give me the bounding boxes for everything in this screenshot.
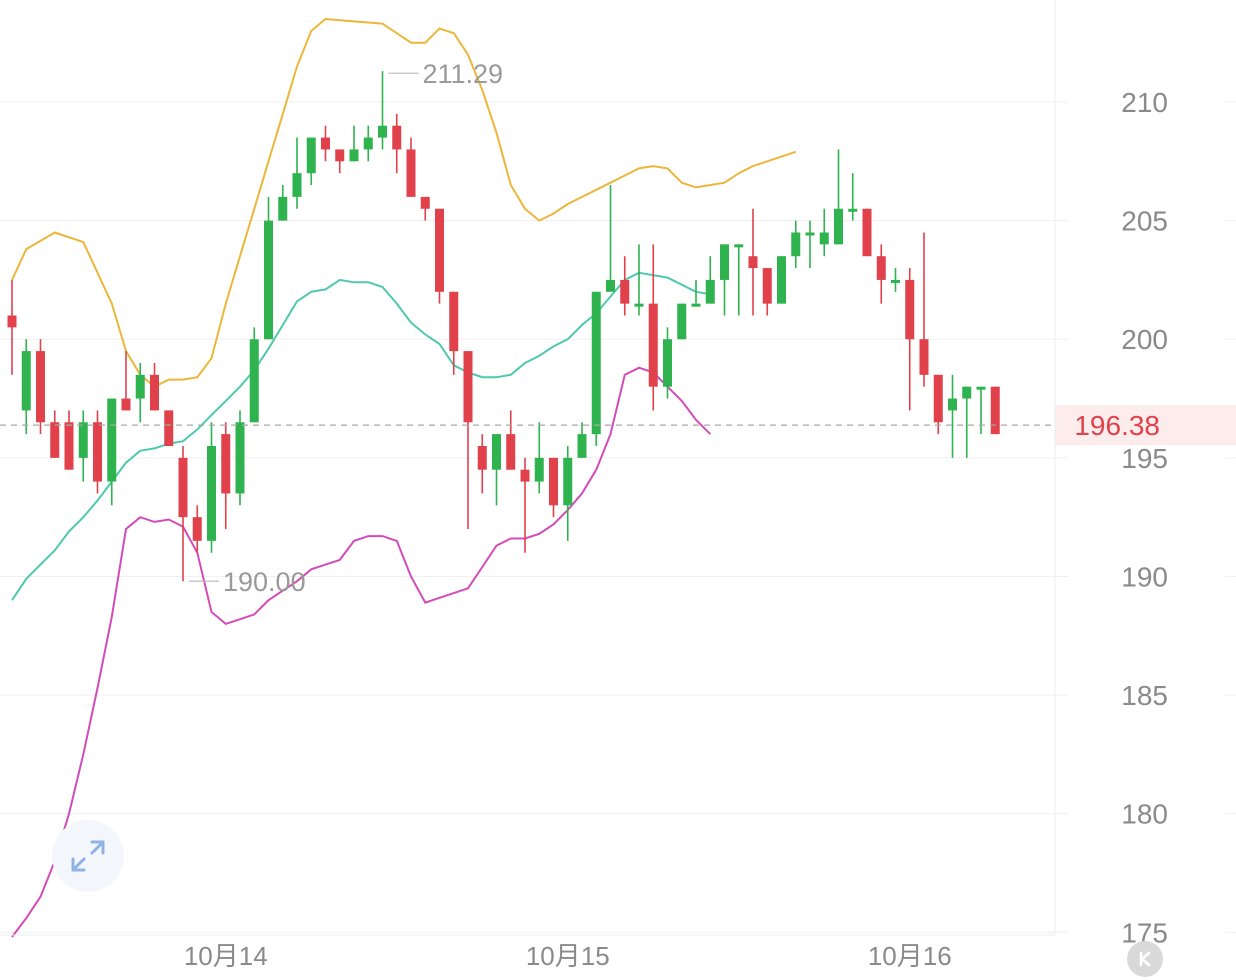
candle-body (634, 303, 644, 307)
candle-body (819, 232, 829, 245)
candle-body (78, 422, 88, 458)
candle-body (549, 457, 558, 506)
candle-body (50, 422, 60, 458)
candle-body (192, 517, 202, 541)
high-price-label: 211.29 (423, 59, 504, 89)
candle-body (235, 422, 245, 494)
candle-body (891, 279, 900, 283)
candle-body (577, 434, 587, 458)
candle-body (207, 445, 216, 541)
candle-body (677, 303, 687, 340)
k-line-toggle-button[interactable] (1127, 941, 1163, 977)
y-tick-label: 190 (1121, 561, 1168, 592)
series-line-upper (11, 17, 797, 388)
candle-body (36, 351, 45, 423)
candle-body (306, 137, 316, 174)
candle-body (406, 149, 416, 197)
candle-body (933, 374, 943, 423)
candle-body (335, 149, 345, 162)
series-line-lower (11, 366, 712, 938)
candle-body (962, 386, 972, 399)
candle-body (349, 149, 359, 162)
candle-body (506, 434, 516, 470)
candle-body (492, 434, 501, 470)
x-tick-label: 10月16 (868, 941, 952, 971)
candle-body (164, 410, 174, 446)
expand-icon (71, 840, 105, 872)
y-tick-label: 200 (1121, 324, 1168, 355)
candle-body (435, 208, 444, 292)
candle-body (777, 256, 786, 304)
candle-body (392, 125, 402, 150)
candle-body (321, 137, 330, 150)
candle-body (21, 351, 31, 411)
candle-body (948, 398, 957, 411)
low-price-label: 190.00 (223, 567, 306, 597)
last-price-label: 196.38 (1074, 410, 1160, 441)
last-price-tag (1055, 405, 1236, 446)
x-tick-label: 10月15 (526, 941, 610, 971)
overlays: 211.29 190.00 196.38 (0, 59, 1236, 597)
candle-body (762, 268, 772, 304)
candle-body (862, 208, 872, 257)
candle-body (848, 208, 858, 212)
bollinger-bands (11, 17, 797, 938)
candle-body (976, 386, 986, 390)
candle-body (178, 457, 188, 518)
grid-lines (0, 101, 1236, 933)
candle-body (791, 232, 801, 257)
candle-body (990, 386, 1000, 435)
candle-body (278, 196, 288, 221)
candle-body (691, 303, 701, 307)
candle-body (520, 469, 530, 482)
candle-body (221, 434, 231, 494)
candle-body (734, 244, 744, 248)
expand-button[interactable] (52, 820, 124, 892)
k-icon (1139, 951, 1151, 967)
candle-body (663, 339, 672, 387)
candle-body (150, 374, 159, 411)
candle-body (363, 137, 373, 150)
candle-body (534, 457, 544, 482)
candle-body (64, 422, 74, 470)
candle-body (563, 457, 573, 506)
candle-body (720, 244, 729, 280)
candle-body (449, 291, 459, 352)
candle-body (648, 303, 658, 387)
y-tick-label: 185 (1121, 680, 1168, 711)
candle-body (834, 208, 843, 245)
candle-body (606, 279, 615, 292)
candle-body (121, 398, 131, 411)
x-tick-label: 10月14 (184, 941, 268, 971)
candle-body (107, 398, 117, 482)
candles (7, 71, 1000, 582)
candle-body (93, 422, 102, 482)
candle-body (591, 291, 601, 435)
candle-body (876, 256, 886, 280)
candle-body (905, 279, 915, 340)
candle-body (919, 339, 929, 375)
candle-body (249, 339, 259, 423)
candle-body (477, 445, 487, 470)
candle-body (264, 220, 273, 340)
y-tick-label: 180 (1121, 799, 1168, 830)
y-tick-label: 210 (1121, 87, 1168, 118)
candle-body (705, 279, 715, 304)
candle-body (420, 196, 430, 209)
candle-body (7, 315, 17, 328)
candle-body (292, 173, 302, 197)
candle-body (620, 279, 630, 304)
candle-body (463, 351, 473, 423)
candle-body (805, 232, 815, 236)
y-tick-label: 205 (1121, 206, 1168, 237)
candle-body (378, 125, 387, 138)
y-tick-label: 195 (1121, 443, 1168, 474)
candle-body (748, 256, 758, 269)
candle-body (135, 374, 145, 399)
